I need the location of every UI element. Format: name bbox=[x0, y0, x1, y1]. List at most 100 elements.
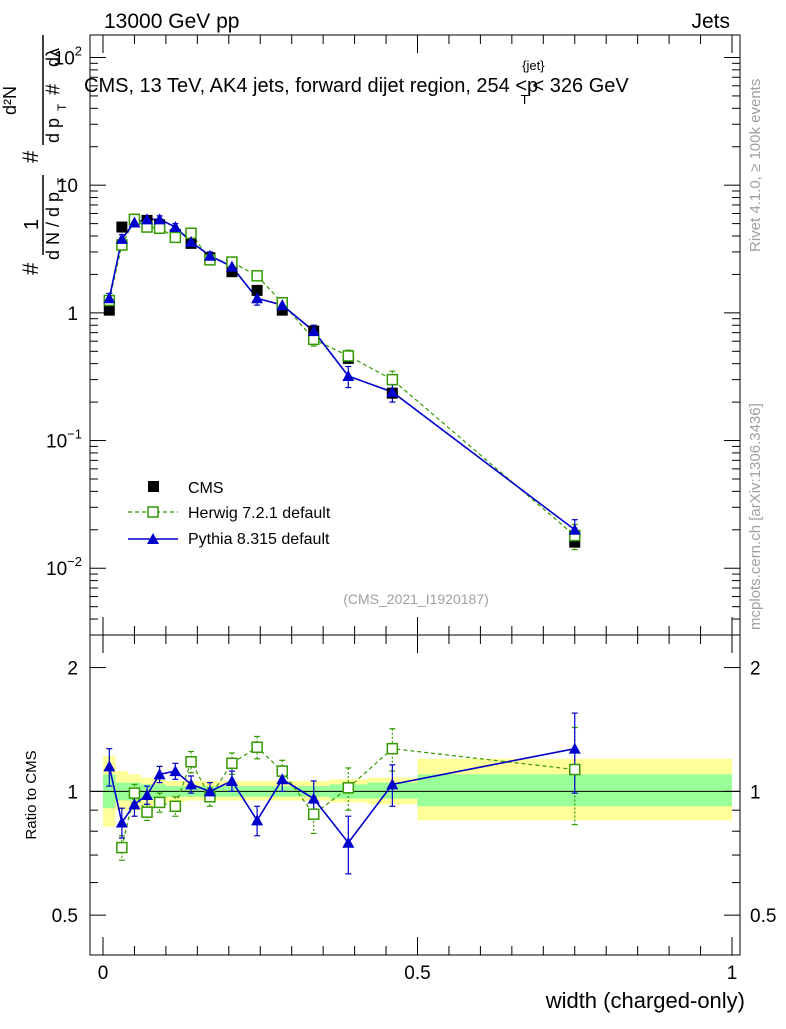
main-ytick-label: 102 bbox=[54, 43, 82, 69]
ratio-herwig-point bbox=[569, 763, 581, 776]
ratio-pythia-point bbox=[169, 765, 182, 777]
legend-herwig-label: Herwig 7.2.1 default bbox=[188, 505, 331, 522]
legend-pythia-label: Pythia 8.315 default bbox=[188, 531, 330, 548]
rivet-version: Rivet 4.1.0, ≥ 100k events bbox=[747, 79, 764, 252]
cms-point bbox=[116, 221, 128, 233]
analysis-reference: (CMS_2021_I1920187) bbox=[343, 591, 489, 607]
ratio-pythia-point bbox=[103, 760, 116, 772]
herwig-line bbox=[108, 218, 576, 537]
pythia-point bbox=[115, 232, 128, 244]
main-ytick-label: 10−2 bbox=[46, 554, 82, 580]
ratio-ytick-label-left: 2 bbox=[67, 659, 78, 680]
main-title-text: CMS, 13 TeV, AK4 jets, forward dijet reg… bbox=[84, 58, 629, 107]
x-tick-label: 0 bbox=[98, 963, 109, 984]
main-axis-ticks bbox=[90, 35, 740, 636]
ratio-pythia-point bbox=[568, 742, 581, 754]
main-ylabel-fraction: 1 bbox=[21, 219, 43, 230]
herwig-point bbox=[169, 231, 182, 244]
herwig-point bbox=[386, 373, 399, 386]
main-ylabel-denom2: d p bbox=[43, 118, 63, 143]
ratio-herwig-point bbox=[153, 796, 166, 809]
main-ytick-base: 10 bbox=[46, 432, 67, 453]
ratio-herwig-point bbox=[342, 782, 355, 794]
main-title-sub: T bbox=[521, 92, 529, 107]
ratio-ytick-label-left: 1 bbox=[67, 782, 78, 803]
pythia-point bbox=[141, 213, 154, 225]
pythia-point bbox=[225, 260, 238, 272]
ratio-herwig-point bbox=[169, 800, 182, 812]
ratio-herwig-line bbox=[121, 746, 575, 848]
ratio-frame bbox=[89, 634, 741, 956]
x-axis-label: width (charged-only) bbox=[545, 988, 745, 1013]
x-tick-label: 1 bbox=[727, 963, 738, 984]
ratio-axis-tick-labels: 0.5 0.5 1 1 2 2 bbox=[52, 659, 777, 928]
cms-point bbox=[251, 284, 263, 296]
main-ylabel-hash2: # bbox=[18, 150, 43, 163]
cms-point bbox=[226, 266, 238, 278]
main-ylabel-hash3: # bbox=[43, 83, 65, 95]
main-ylabel-num: d²N bbox=[0, 86, 20, 115]
main-ytick-exp: −1 bbox=[67, 427, 82, 442]
ratio-pythia-point bbox=[128, 798, 141, 810]
legend: CMS Herwig 7.2.1 default Pythia 8.315 de… bbox=[128, 480, 331, 548]
ratio-ytick-label-left: 0.5 bbox=[52, 906, 78, 927]
pythia-point bbox=[342, 370, 355, 382]
main-ytick-label: 1 bbox=[67, 304, 78, 325]
pythia-point bbox=[103, 292, 116, 304]
pythia-point bbox=[128, 216, 141, 228]
cms-point bbox=[276, 304, 288, 316]
main-ylabel-denom: d N / d p bbox=[43, 192, 63, 260]
pythia-point bbox=[307, 325, 320, 337]
energy-label: 13000 GeV pp bbox=[104, 10, 239, 33]
ratio-pythia-point bbox=[185, 778, 198, 790]
mcplots-credit: mcplots.cern.ch [arXiv:1306.3436] bbox=[747, 403, 764, 630]
legend-pythia-marker bbox=[147, 533, 159, 544]
x-tick-label: 0.5 bbox=[404, 963, 430, 984]
main-ylabel-hash: # bbox=[18, 262, 43, 275]
legend-cms-label: CMS bbox=[188, 480, 224, 497]
ratio-herwig-point bbox=[116, 841, 128, 854]
ratio-pythia-point bbox=[203, 785, 216, 797]
herwig-point bbox=[342, 350, 355, 362]
ratio-herwig-point bbox=[307, 808, 320, 820]
pythia-point bbox=[169, 221, 182, 233]
main-title-head: CMS, 13 TeV, AK4 jets, forward dijet reg… bbox=[84, 75, 538, 97]
ratio-herwig-point bbox=[128, 787, 141, 799]
herwig-point bbox=[153, 222, 166, 234]
legend-herwig-marker bbox=[147, 506, 159, 518]
main-title-tail: < 326 GeV bbox=[533, 75, 630, 97]
ratio-ytick-label-right: 1 bbox=[750, 782, 761, 803]
ratio-pythia-point bbox=[276, 773, 289, 785]
ratio-ytick-label-right: 0.5 bbox=[750, 906, 776, 927]
main-ytick-base: 1 bbox=[67, 304, 78, 325]
x-axis-tick-labels: 0 0.5 1 bbox=[98, 963, 738, 984]
main-ytick-label: 10−1 bbox=[46, 427, 82, 453]
pythia-point bbox=[568, 523, 581, 535]
ratio-ytick-label-right: 2 bbox=[750, 659, 761, 680]
ratio-pythia-point bbox=[251, 814, 264, 826]
ratio-pythia-point bbox=[225, 774, 238, 786]
pythia-point bbox=[203, 249, 216, 261]
main-ylabel-sub2: T bbox=[55, 103, 69, 111]
main-ytick-exp: −2 bbox=[67, 554, 82, 569]
pythia-point bbox=[276, 299, 289, 311]
pythia-point bbox=[153, 213, 166, 225]
cms-point bbox=[103, 304, 115, 316]
ratio-herwig-point bbox=[185, 756, 197, 768]
pythia-line bbox=[108, 218, 576, 531]
ratio-herwig-point bbox=[251, 741, 263, 754]
legend-cms-marker bbox=[148, 481, 159, 492]
ratio-pythia-point bbox=[342, 836, 355, 848]
herwig-point bbox=[251, 270, 263, 282]
main-ytick-label: 10 bbox=[57, 176, 78, 197]
ratio-pythia-point bbox=[141, 788, 154, 800]
cms-point bbox=[569, 536, 581, 548]
main-ytick-base: 10 bbox=[54, 48, 75, 69]
pythia-point bbox=[386, 385, 399, 397]
ratio-axis-ticks bbox=[90, 635, 740, 955]
ratio-ylabel: Ratio to CMS bbox=[23, 750, 40, 839]
process-label: Jets bbox=[691, 10, 730, 33]
main-title-sup: {jet} bbox=[522, 58, 545, 73]
